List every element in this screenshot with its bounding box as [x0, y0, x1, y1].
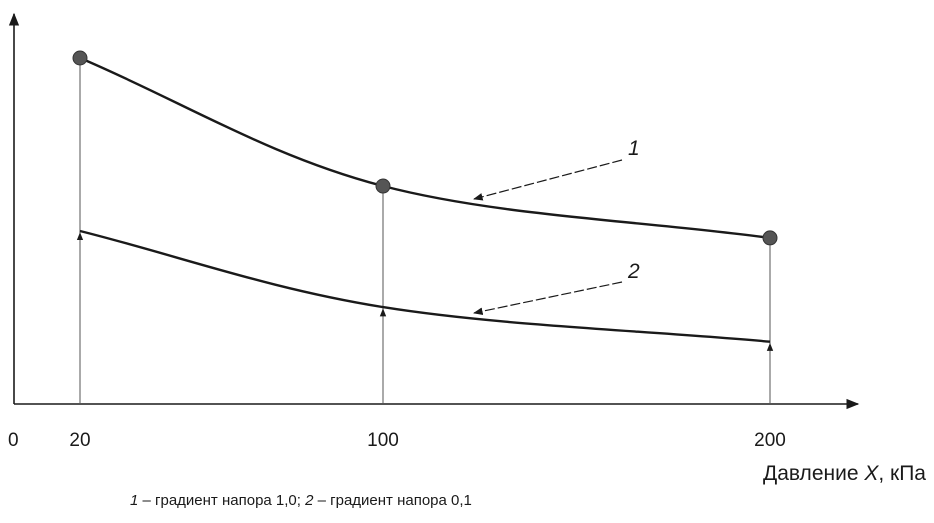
- axes: [8, 12, 860, 410]
- series-1-point: [72, 50, 88, 66]
- caption-number-1: 1: [130, 492, 139, 509]
- x-tick-label: 200: [754, 430, 786, 451]
- drop-lines: [76, 58, 774, 404]
- caption-text-1: – градиент напора 1,0;: [138, 492, 306, 509]
- caption-number-2: 2: [305, 492, 314, 509]
- axis-text: 0 20 100 200 Давление X, кПа 1 2: [8, 137, 926, 485]
- series-1-point: [762, 230, 778, 246]
- x-axis-title: Давление X, кПа: [763, 462, 926, 485]
- x-tick-label: 20: [69, 430, 90, 451]
- curves: [72, 50, 778, 343]
- figure-caption: 1 – градиент напора 1,0; 2 – градиент на…: [130, 492, 472, 509]
- caption-text-2: – градиент напора 0,1: [313, 492, 472, 509]
- series-2-label: 2: [627, 260, 640, 283]
- series-1-point: [375, 178, 391, 194]
- series-2-curve: [79, 229, 771, 343]
- series-1-curve: [79, 56, 771, 240]
- x-tick-label: 100: [367, 430, 399, 451]
- series-1-leader-arrow: [473, 159, 623, 201]
- label-pointers: [473, 159, 623, 315]
- origin-label: 0: [8, 430, 19, 451]
- series-1-label: 1: [628, 137, 640, 160]
- series-2-leader-arrow: [473, 281, 623, 315]
- chart: 0 20 100 200 Давление X, кПа 1 2: [8, 12, 926, 485]
